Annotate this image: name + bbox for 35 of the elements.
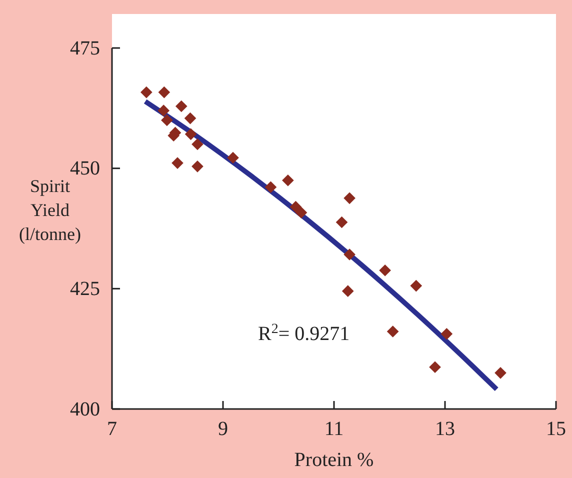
point [379,264,391,276]
point [264,181,277,194]
point [140,86,152,98]
point [184,128,197,140]
point [342,285,354,297]
point [295,206,308,219]
x-tick-label: 9 [218,418,228,440]
point [282,174,294,186]
point [344,192,356,204]
point [161,114,173,126]
point [192,138,204,150]
point [184,112,196,124]
y-tick-label: 425 [70,278,100,300]
annotation: R$^{2}$= 0.9271 [258,322,350,345]
point [386,326,399,338]
point [192,160,204,172]
x-tick-label: 11 [324,418,344,440]
point [344,248,356,260]
y-tick-label: 400 [70,398,100,420]
x-tick-label: 13 [435,418,455,440]
point [158,86,170,98]
x-tick-label: 15 [546,418,566,440]
point [429,361,441,374]
point [336,216,348,228]
point [440,328,453,340]
y-tick-label: 475 [70,37,100,60]
point [227,152,239,164]
x-tick-label: 7 [107,418,117,440]
point [172,157,184,169]
point [158,104,170,116]
point [494,366,506,379]
point [410,280,422,292]
x-axis-title: Protein % [294,449,374,471]
point [175,100,188,112]
point [290,200,302,213]
